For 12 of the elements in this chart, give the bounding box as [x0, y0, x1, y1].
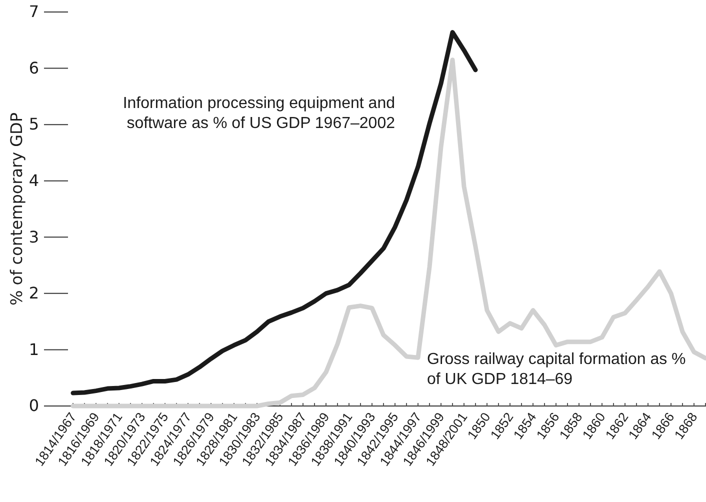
series-label: Information processing equipment and software as % of US GDP 1967–2002: [122, 95, 396, 132]
y-tick-label: 6: [28, 58, 39, 78]
y-tick-label: 7: [28, 2, 39, 22]
y-tick-label: 5: [28, 114, 39, 134]
series-label: Gross railway capital formation as % of UK GDP 1814–69: [427, 351, 686, 388]
y-tick-label: 2: [28, 284, 39, 303]
y-tick-label: 3: [28, 227, 39, 246]
y-tick-label: 4: [28, 170, 39, 190]
y-tick-label: 1: [28, 340, 39, 359]
y-tick-label: 0: [28, 396, 39, 416]
y-axis-title: % of contemporary GDP: [7, 112, 26, 306]
line-series: [70, 58, 706, 408]
